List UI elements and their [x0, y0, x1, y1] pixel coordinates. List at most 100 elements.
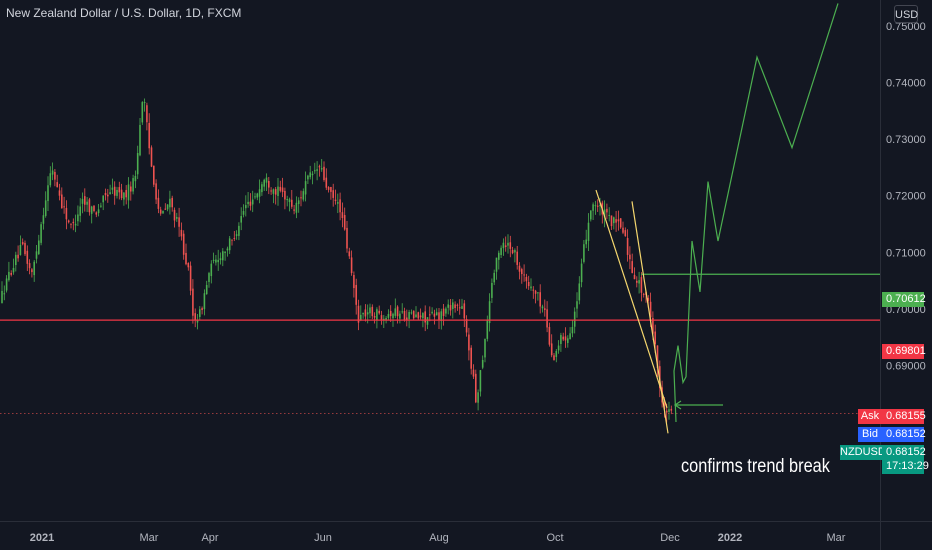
candle-body: [54, 171, 56, 180]
candle-body: [70, 223, 72, 225]
candle: [297, 197, 300, 213]
y-tick-label: 0.73000: [886, 134, 926, 146]
candle: [67, 219, 70, 224]
candle: [472, 364, 475, 379]
candle-body: [180, 229, 183, 237]
candle-body: [509, 242, 512, 249]
candle-body: [573, 311, 576, 327]
candle-body: [21, 242, 24, 245]
candle: [583, 240, 585, 264]
candle: [615, 211, 617, 232]
candle-body: [353, 274, 355, 289]
candle-body: [102, 195, 104, 203]
candle: [286, 195, 288, 207]
candle: [210, 260, 213, 284]
candle-body: [394, 308, 397, 316]
candle-body: [521, 269, 523, 275]
y-tick-label: 0.72000: [886, 191, 926, 203]
candle: [656, 345, 659, 378]
candle: [454, 301, 456, 313]
candle-body: [8, 271, 10, 281]
candle-body: [463, 303, 466, 319]
candle-body: [587, 222, 590, 241]
currency-button[interactable]: USD: [894, 5, 918, 23]
candle: [316, 161, 318, 181]
candle: [300, 190, 302, 207]
candle: [355, 278, 357, 315]
candle-body: [302, 191, 305, 200]
candle-body: [410, 312, 413, 314]
candle: [389, 305, 392, 322]
candle-body: [224, 251, 226, 254]
candle: [433, 309, 436, 325]
candle-body: [447, 304, 449, 308]
candle-body: [215, 259, 217, 263]
candle-body: [47, 185, 49, 202]
candle-body: [130, 186, 132, 192]
candle-body: [663, 403, 666, 410]
candle-body: [647, 297, 650, 301]
candle-body: [486, 320, 489, 339]
candle: [546, 301, 548, 333]
candle-body: [238, 225, 240, 236]
ask-price-tag: 0.68155: [882, 409, 926, 424]
candle: [507, 234, 509, 254]
candle-body: [435, 312, 438, 316]
candle: [148, 113, 150, 155]
candle-body: [311, 173, 314, 176]
candle-body: [120, 189, 123, 199]
candle-body: [97, 209, 100, 214]
candle-body: [265, 177, 268, 183]
candle: [233, 231, 236, 242]
candle: [159, 206, 162, 216]
candle-body: [371, 306, 374, 317]
candle-body: [590, 210, 592, 220]
candle-body: [270, 190, 272, 192]
candle-body: [346, 227, 348, 249]
candle-body: [438, 312, 440, 321]
candle-body: [201, 308, 203, 310]
candle: [146, 102, 148, 131]
candle-body: [442, 308, 445, 316]
candle: [15, 251, 17, 272]
candle: [249, 193, 252, 211]
candle-body: [24, 242, 26, 255]
candle-body: [277, 186, 279, 196]
candle-body: [247, 201, 249, 205]
candle: [40, 221, 42, 246]
candle-body: [532, 289, 535, 291]
candle-body: [58, 190, 61, 196]
candle: [638, 271, 640, 294]
candle-body: [194, 313, 196, 321]
candle-body: [610, 215, 613, 227]
candle: [199, 306, 201, 321]
candle: [353, 271, 355, 298]
candle-body: [79, 206, 81, 216]
candle: [256, 192, 259, 201]
trendline-upper: [595, 189, 668, 409]
candle-body: [245, 205, 247, 209]
candle: [143, 98, 146, 112]
candle: [502, 238, 505, 256]
candle-body: [63, 206, 65, 208]
candle-body: [297, 200, 300, 205]
candle-body: [452, 302, 454, 309]
candle: [19, 235, 22, 256]
candle-body: [564, 336, 567, 341]
candle: [307, 174, 309, 184]
candle: [56, 174, 58, 188]
candle: [373, 312, 376, 324]
candle-body: [642, 293, 645, 295]
candle-body: [426, 317, 429, 325]
candle: [403, 307, 406, 322]
candle-body: [555, 350, 558, 357]
candle: [219, 252, 222, 265]
candle-body: [155, 183, 157, 200]
x-tick-label: Aug: [429, 532, 449, 544]
candle-body: [67, 220, 70, 223]
candle-body: [84, 196, 86, 205]
candle: [560, 332, 562, 352]
candle: [569, 327, 571, 340]
candle-body: [141, 102, 144, 123]
